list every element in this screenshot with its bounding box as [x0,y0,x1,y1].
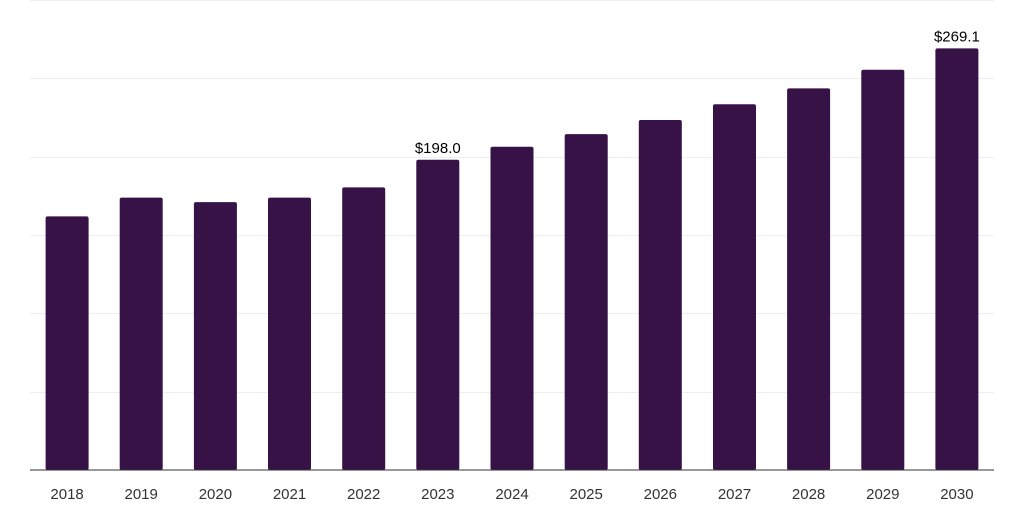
x-tick-label: 2022 [347,486,380,503]
x-tick-label: 2024 [495,486,528,503]
bar-2019 [119,197,163,470]
x-tick-label: 2019 [125,486,158,503]
x-tick-label: 2025 [570,486,603,503]
x-tick-label: 2026 [644,486,677,503]
x-tick-label: 2029 [866,486,899,503]
bar-2018 [45,216,89,470]
x-axis-ticks: 2018 2019 2020 2021 2022 2023 2024 2025 2026 2027… [50,486,973,503]
x-tick-label: 2018 [50,486,83,503]
x-tick-label: 2021 [273,486,306,503]
bar-2029 [861,69,905,470]
bar-2027 [713,104,756,470]
x-tick-label: 2030 [940,486,973,503]
bar-2022 [342,187,386,470]
x-tick-label: 2027 [718,486,751,503]
bar-2025 [564,134,608,470]
data-label-2023: $198.0 [415,140,461,157]
bar-2024 [490,146,534,471]
bar-2026 [638,120,682,470]
bar-2030 [935,48,979,471]
data-label-2030: $269.1 [934,28,980,45]
bar-2028 [787,88,831,471]
bar-2021 [268,197,311,470]
data-labels: $198.0 $269.1 [415,28,980,156]
bar-2020 [193,202,237,470]
x-tick-label: 2023 [421,486,454,503]
x-tick-label: 2028 [792,486,825,503]
bar-2023 [416,159,460,471]
x-tick-label: 2020 [199,486,232,503]
bars [45,48,979,471]
